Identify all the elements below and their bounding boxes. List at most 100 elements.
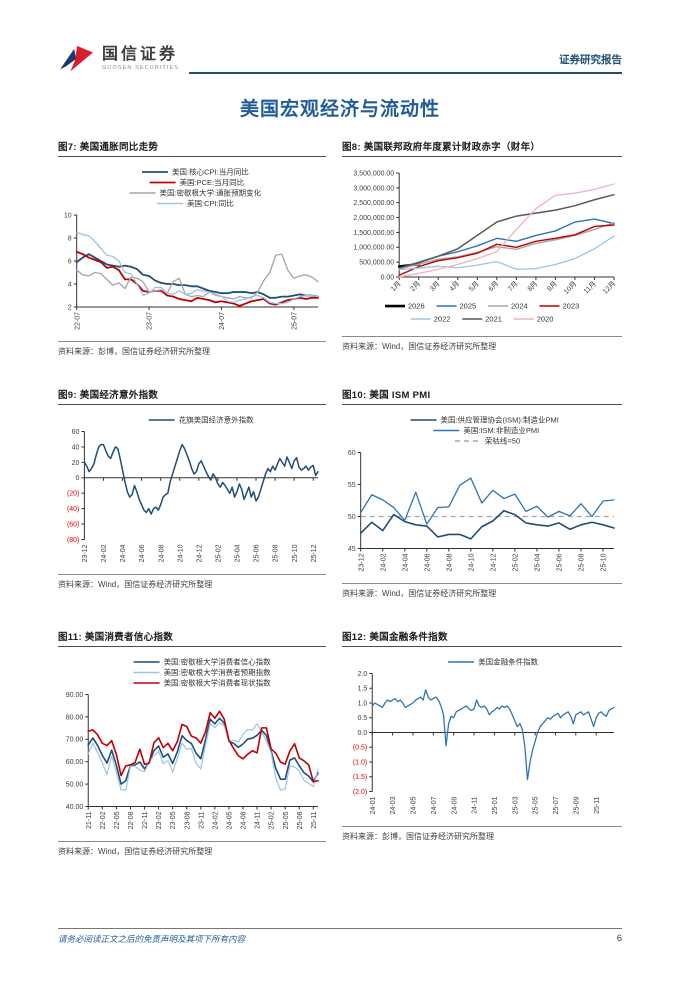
y-tick-label: 0.0: [358, 730, 368, 737]
y-tick-label: 3,500,000.00: [353, 170, 394, 177]
x-tick-label: 6月: [487, 280, 500, 293]
y-tick-label: 0.00: [381, 274, 395, 281]
x-tick-label: 4月: [448, 280, 461, 293]
x-tick-label: 24-12: [490, 554, 497, 572]
x-tick-label: 23-07: [147, 312, 154, 330]
legend-label: 荣枯线=50: [485, 436, 520, 446]
y-tick-label: 500,000.00: [359, 260, 394, 267]
y-tick-label: 80.00: [66, 714, 84, 721]
x-tick-label: 25-11: [311, 811, 318, 828]
legend-label: 2026: [408, 302, 425, 311]
legend-label: 2023: [562, 302, 579, 311]
figure-7: 图7: 美国通胀同比走势 10 8 6 4 2 22-07 23-07 24-07 25-07 美…: [58, 139, 326, 357]
y-tick-label: 60: [72, 429, 80, 436]
figure-11-source: 资料来源：Wind，国信证券经济研究所整理: [58, 840, 326, 857]
figure-7-title: 图7: 美国通胀同比走势: [58, 139, 326, 157]
x-tick-label: 24-08: [446, 554, 453, 572]
x-tick-label: 24-02: [101, 545, 108, 563]
x-tick-label: 8月: [526, 280, 539, 293]
x-tick-label: 25-08: [579, 554, 586, 572]
y-tick-label: 45: [348, 546, 356, 553]
series-line: [360, 477, 615, 526]
figure-8: 图8: 美国联邦政府年度累计财政赤字（财年） 3,500,000.00 3,000…: [342, 139, 622, 357]
series-line: [87, 710, 319, 783]
y-tick-label: 1.0: [358, 700, 368, 707]
figure-12-chart: 2.0 1.5 1.0 0.5 0.0 (0.5) (1.0) (1.5) (2.0) 24-01…: [342, 655, 622, 820]
x-tick-label: 24-07: [219, 312, 226, 330]
x-tick-label: 24-09: [451, 796, 458, 814]
x-tick-label: 24-04: [120, 545, 127, 563]
series-line: [398, 193, 615, 269]
legend-label: 美国:核心CPI:当月同比: [172, 167, 249, 177]
legend-label: 美国金融条件指数: [478, 657, 538, 667]
x-tick-label: 25-05: [533, 796, 540, 814]
figure-11-title: 图11: 美国消费者信心指数: [58, 629, 326, 647]
y-tick-label: 1,500,000.00: [353, 230, 394, 237]
brand-text: 国信证券 GUOSEN SECURITIES: [102, 46, 179, 72]
legend-label: 2022: [434, 315, 451, 324]
report-type-label: 证券研究报告: [559, 54, 622, 66]
page-number: 6: [616, 933, 622, 944]
x-tick-label: 25-07: [553, 796, 560, 814]
x-tick-label: 2月: [409, 280, 422, 293]
x-tick-label: 11月: [582, 280, 598, 296]
series-line: [87, 722, 319, 791]
chart-svg-fig9: 60 40 20 0 (20) (40) (60) (80)23-12 24-02 24-04 24…: [67, 415, 319, 563]
x-tick-label: 9月: [545, 280, 558, 293]
series-line: [75, 253, 319, 299]
legend-label: 美国:密歇根大学消费者信心指数: [164, 657, 272, 667]
x-tick-label: 24-02: [380, 554, 387, 572]
y-tick-label: 2: [68, 304, 72, 311]
x-tick-label: 23-08: [184, 811, 191, 829]
x-tick-label: 25-03: [512, 796, 519, 814]
series-line: [75, 250, 319, 307]
x-tick-label: 5月: [467, 280, 480, 293]
x-tick-label: 22-11: [142, 811, 149, 828]
x-tick-label: 23-05: [170, 811, 177, 829]
x-tick-label: 25-08: [297, 811, 304, 829]
figure-9: 图9: 美国经济意外指数 60 40 20 0 (20) (40) (60) (80) 23-1…: [58, 387, 326, 599]
chart-svg-fig7: 10 8 6 4 222-07 23-07 24-07 25-07 美国:核心CPI:当月同比美…: [64, 167, 319, 330]
y-tick-label: 2.0: [358, 671, 368, 678]
x-tick-label: 25-10: [601, 554, 608, 572]
legend-label: 2024: [511, 302, 528, 311]
x-tick-label: 24-08: [241, 811, 248, 829]
x-tick-label: 23-12: [82, 545, 89, 563]
x-tick-label: 25-04: [235, 545, 242, 563]
y-tick-label: 8: [68, 235, 72, 242]
x-tick-label: 25-02: [215, 545, 222, 563]
y-tick-label: 40.00: [66, 804, 84, 811]
y-tick-label: (2.0): [353, 789, 367, 796]
y-tick-label: (0.5): [353, 745, 367, 752]
series-line: [83, 444, 319, 516]
x-tick-label: 25-08: [273, 545, 280, 563]
y-tick-label: 1.5: [358, 686, 368, 693]
brand-name-cn: 国信证券: [102, 46, 179, 63]
y-tick-label: 50.00: [66, 782, 84, 789]
y-tick-label: 40: [72, 445, 80, 452]
x-tick-label: 25-06: [557, 554, 564, 572]
y-tick-label: 55: [348, 482, 356, 489]
x-tick-label: 24-12: [196, 545, 203, 563]
x-tick-label: 24-01: [370, 796, 377, 814]
x-tick-label: 21-11: [86, 811, 93, 828]
x-tick-label: 22-08: [128, 811, 135, 829]
y-tick-label: 20: [72, 460, 80, 467]
y-tick-label: 0: [75, 475, 79, 482]
y-tick-label: 2,000,000.00: [353, 215, 394, 222]
x-tick-label: 22-07: [74, 312, 81, 330]
x-tick-label: 24-11: [255, 811, 262, 828]
y-tick-label: 0.5: [358, 715, 368, 722]
figure-12: 图12: 美国金融条件指数 2.0 1.5 1.0 0.5 0.0 (0.5) (1.0) (…: [342, 629, 622, 857]
y-tick-label: (20): [67, 491, 79, 498]
legend-label: 花旗美国经济意外指数: [179, 415, 254, 425]
x-tick-label: 10月: [562, 280, 578, 296]
legend-label: 2025: [460, 302, 477, 311]
figure-7-source: 资料来源：彭博，国信证券经济研究所整理: [58, 341, 326, 357]
chart-svg-fig8: 3,500,000.00 3,000,000.00 2,500,000.00 2,00…: [353, 170, 617, 324]
guosen-logo: 国信证券 GUOSEN SECURITIES: [58, 44, 179, 74]
x-tick-label: 25-09: [573, 796, 580, 814]
report-page: { "page": { "brand": {"name_cn": "国信证券",…: [0, 44, 677, 1001]
figure-9-source: 资料来源：Wind，国信证券经济研究所整理: [58, 574, 326, 590]
